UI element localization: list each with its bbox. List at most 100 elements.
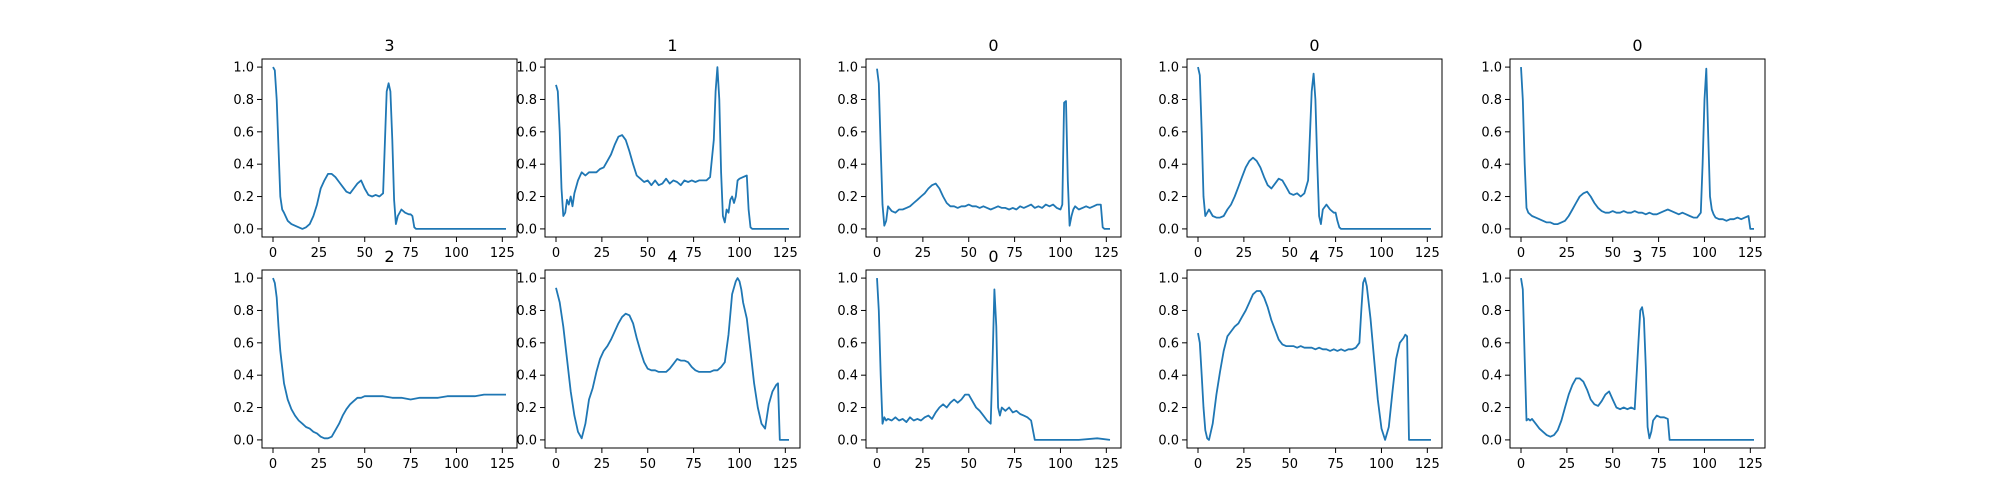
y-tick-label: 0.2 [1481,401,1502,416]
x-tick-label: 25 [1236,457,1253,472]
y-tick-label: 0.4 [1158,369,1179,384]
y-tick-label: 0.0 [233,433,254,448]
y-tick-label: 0.4 [233,369,254,384]
data-line [876,68,1110,230]
x-tick-label: 100 [1048,457,1073,472]
x-tick-label: 100 [1692,246,1717,261]
x-tick-label: 25 [594,246,611,261]
x-tick-label: 50 [639,246,656,261]
axes-frame [865,58,1122,238]
y-tick-label: 0.4 [1481,158,1502,173]
y-tick-label: 0.6 [233,336,254,351]
y-tick-label: 1.0 [1481,61,1502,76]
x-tick-label: 100 [727,457,752,472]
y-tick-label: 0.2 [1158,190,1179,205]
x-tick-label: 25 [311,457,328,472]
x-tick-label: 125 [1094,246,1119,261]
data-line [555,66,789,230]
axes-frame [261,269,518,449]
y-tick-label: 0.0 [233,222,254,237]
y-tick-label: 0.8 [516,304,537,319]
x-tick-label: 50 [356,457,373,472]
x-tick-label: 125 [490,246,515,261]
subplot-title: 1 [667,36,677,55]
x-tick-label: 75 [1006,246,1023,261]
subplot: 4 0 25 50 75 100 125 0.0 0.2 0.4 0.6 0.8 1.0 [516,247,801,472]
x-tick-label: 100 [1369,246,1394,261]
x-tick-label: 75 [1327,246,1344,261]
subplot: 1 0 25 50 75 100 125 0.0 0.2 0.4 0.6 0.8 1.0 [516,36,801,261]
data-line [876,278,1111,441]
y-tick-label: 1.0 [837,272,858,287]
subplot-title: 0 [1632,36,1642,55]
axes-frame [1186,269,1443,449]
x-tick-label: 0 [269,457,277,472]
subplot: 3 0 25 50 75 100 125 0.0 0.2 0.4 0.6 0.8 1.0 [1481,247,1766,472]
y-tick-label: 1.0 [233,272,254,287]
y-tick-label: 1.0 [233,61,254,76]
x-tick-label: 75 [402,246,419,261]
subplot: 0 0 25 50 75 100 125 0.0 0.2 0.4 0.6 0.8 1.0 [837,247,1122,472]
data-line [1197,277,1431,441]
x-tick-label: 50 [1281,457,1298,472]
axes-frame [544,269,801,449]
y-tick-label: 0.4 [837,369,858,384]
subplot: 4 0 25 50 75 100 125 0.0 0.2 0.4 0.6 0.8 1.0 [1158,247,1443,472]
x-tick-label: 50 [1281,246,1298,261]
y-tick-label: 1.0 [1158,272,1179,287]
subplot-title: 4 [1309,247,1319,266]
subplot-title: 2 [384,247,394,266]
x-tick-label: 100 [727,246,752,261]
y-tick-label: 0.2 [837,190,858,205]
y-tick-label: 0.2 [837,401,858,416]
data-line [555,277,789,441]
x-tick-label: 125 [1415,246,1440,261]
y-tick-label: 0.0 [837,433,858,448]
x-tick-label: 75 [1006,457,1023,472]
x-tick-label: 75 [685,457,702,472]
y-tick-label: 0.6 [1158,336,1179,351]
axes-frame [544,58,801,238]
x-tick-label: 125 [773,246,798,261]
y-tick-label: 0.2 [1158,401,1179,416]
x-tick-label: 0 [873,457,881,472]
subplot: 3 0 25 50 75 100 125 0.0 0.2 0.4 0.6 0.8 1.0 [233,36,518,261]
x-tick-label: 100 [1048,246,1073,261]
subplot-title: 0 [1309,36,1319,55]
x-tick-label: 0 [1194,246,1202,261]
subplot: 0 0 25 50 75 100 125 0.0 0.2 0.4 0.6 0.8 1.0 [837,36,1122,261]
y-tick-label: 1.0 [516,61,537,76]
y-tick-label: 0.2 [233,190,254,205]
data-line [1197,66,1431,230]
subplot-title: 0 [988,36,998,55]
y-tick-label: 0.2 [516,190,537,205]
axes-frame [865,269,1122,449]
x-tick-label: 100 [1692,457,1717,472]
y-tick-label: 1.0 [1481,272,1502,287]
y-tick-label: 0.4 [233,158,254,173]
y-tick-label: 1.0 [1158,61,1179,76]
data-line [272,66,506,230]
y-tick-label: 0.8 [233,304,254,319]
y-tick-label: 0.4 [516,369,537,384]
x-tick-label: 25 [1559,246,1576,261]
subplot-title: 4 [667,247,677,266]
x-tick-label: 0 [552,457,560,472]
x-tick-label: 0 [1517,457,1525,472]
y-tick-label: 0.0 [1158,433,1179,448]
subplot: 0 0 25 50 75 100 125 0.0 0.2 0.4 0.6 0.8 1.0 [1158,36,1443,261]
x-tick-label: 25 [1236,246,1253,261]
x-tick-label: 50 [356,246,373,261]
y-tick-label: 0.8 [1481,304,1502,319]
y-tick-label: 0.8 [1158,93,1179,108]
y-tick-label: 0.6 [837,125,858,140]
x-tick-label: 125 [1094,457,1119,472]
axes-frame [1509,58,1766,238]
axes-frame [1509,269,1766,449]
y-tick-label: 0.8 [233,93,254,108]
y-tick-label: 0.0 [1481,222,1502,237]
x-tick-label: 75 [1650,457,1667,472]
x-tick-label: 25 [594,457,611,472]
x-tick-label: 125 [773,457,798,472]
